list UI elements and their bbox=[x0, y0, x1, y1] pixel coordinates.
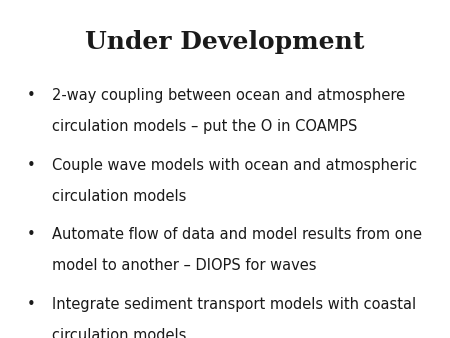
Text: Integrate sediment transport models with coastal: Integrate sediment transport models with… bbox=[52, 297, 416, 312]
Text: •: • bbox=[27, 297, 36, 312]
Text: 2-way coupling between ocean and atmosphere: 2-way coupling between ocean and atmosph… bbox=[52, 88, 405, 103]
Text: •: • bbox=[27, 88, 36, 103]
Text: circulation models: circulation models bbox=[52, 189, 186, 203]
Text: model to another – DIOPS for waves: model to another – DIOPS for waves bbox=[52, 258, 316, 273]
Text: •: • bbox=[27, 158, 36, 172]
Text: •: • bbox=[27, 227, 36, 242]
Text: circulation models – put the O in COAMPS: circulation models – put the O in COAMPS bbox=[52, 119, 357, 134]
Text: Automate flow of data and model results from one: Automate flow of data and model results … bbox=[52, 227, 422, 242]
Text: Under Development: Under Development bbox=[86, 30, 365, 54]
Text: Couple wave models with ocean and atmospheric: Couple wave models with ocean and atmosp… bbox=[52, 158, 417, 172]
Text: circulation models: circulation models bbox=[52, 328, 186, 338]
